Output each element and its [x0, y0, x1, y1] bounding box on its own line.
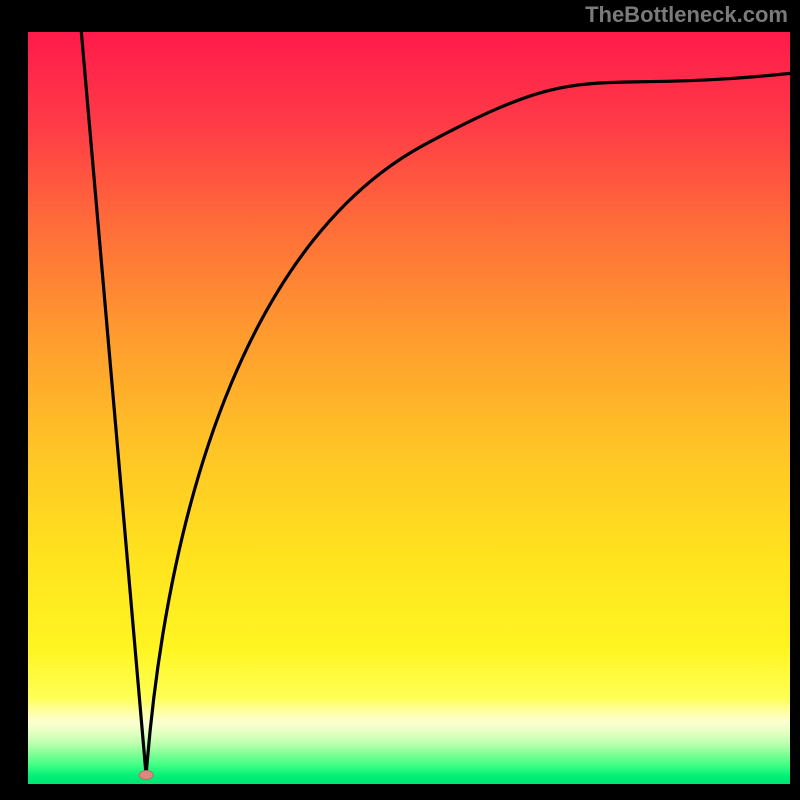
bottleneck-curve: [81, 32, 790, 775]
curve-layer: [28, 32, 790, 784]
plot-area: [28, 32, 790, 784]
chart-container: TheBottleneck.com: [0, 0, 800, 800]
attribution-text: TheBottleneck.com: [585, 2, 788, 28]
apex-marker: [139, 770, 153, 779]
